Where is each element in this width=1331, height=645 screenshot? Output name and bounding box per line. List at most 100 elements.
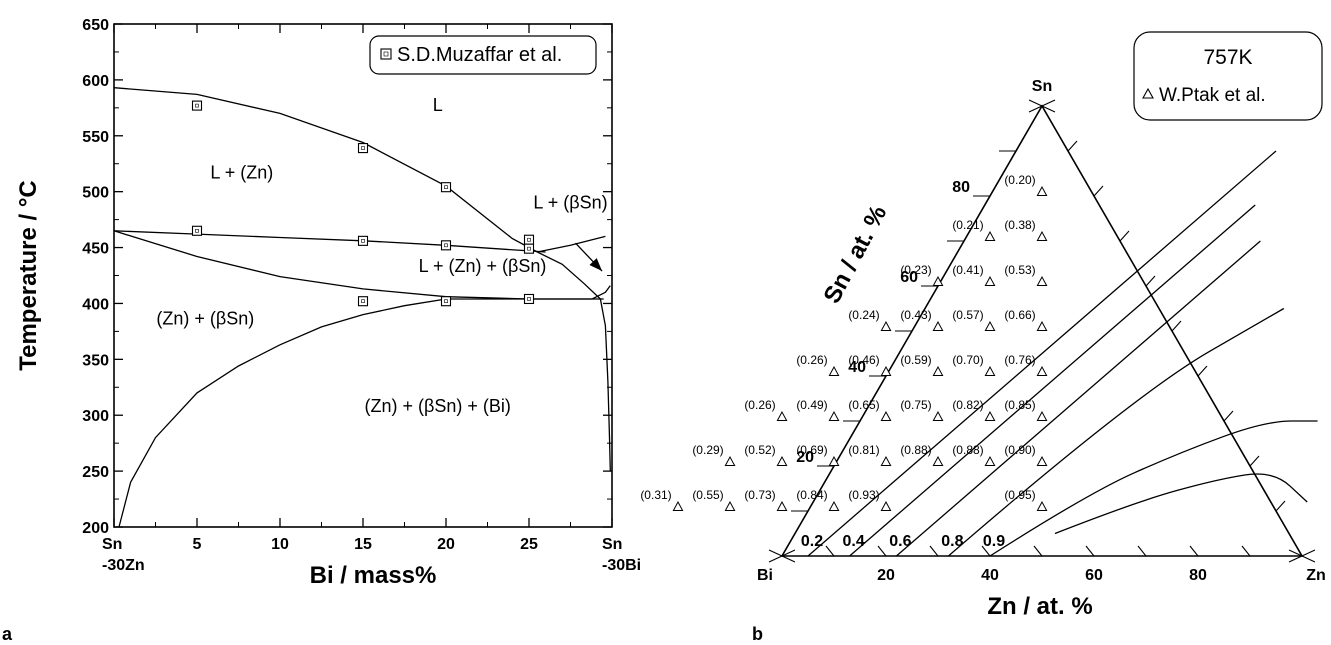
data-point-triangle xyxy=(672,500,684,511)
phase-boundary-line xyxy=(599,298,611,472)
x-tick-label: 5 xyxy=(193,536,202,553)
activity-value-label: (0.70) xyxy=(952,353,983,367)
data-point-triangle xyxy=(984,320,996,331)
data-point-square xyxy=(357,296,369,307)
y-tick-label: 650 xyxy=(82,17,109,34)
right-edge-tick xyxy=(1119,230,1130,242)
panel-a-phase-diagram: L L + (Zn) L + (βSn) L + (Zn) + (βSn) (Zn) +… xyxy=(2,17,641,644)
bottom-edge-tick xyxy=(1189,545,1199,557)
activity-value-label: (0.49) xyxy=(796,398,827,412)
data-point-triangle xyxy=(1036,500,1048,511)
right-edge-tick xyxy=(1093,185,1104,197)
activity-value-label: (0.88) xyxy=(952,443,983,457)
panel-b-ternary-diagram: (0.20) (0.21) (0.38) (0.23) (0.41) (0.53) (0.2… xyxy=(640,31,1326,644)
data-point-square xyxy=(523,243,535,254)
iso-activity-label: 0.8 xyxy=(941,533,963,550)
activity-value-label: (0.85) xyxy=(1004,398,1035,412)
phase-region-label: (Zn) + (βSn) xyxy=(156,309,254,329)
activity-value-label: (0.20) xyxy=(1004,173,1035,187)
activity-value-label: (0.24) xyxy=(848,308,879,322)
legend-triangle-marker xyxy=(1142,87,1154,99)
data-point-square-inner xyxy=(195,228,199,233)
activity-value-label: (0.65) xyxy=(848,398,879,412)
activity-value-label: (0.29) xyxy=(692,443,723,457)
data-point-square-inner xyxy=(361,239,365,243)
activity-value-label: (0.53) xyxy=(1004,263,1035,277)
panel-b-legend: 757K W.Ptak et al. xyxy=(1133,31,1323,121)
data-point-triangle xyxy=(776,500,788,511)
y-tick-label: 400 xyxy=(82,296,109,313)
data-point-triangle xyxy=(880,455,892,466)
temperature-title: 757K xyxy=(1203,46,1252,69)
data-point-square-inner xyxy=(195,103,199,108)
activity-value-label: (0.93) xyxy=(848,488,879,502)
phase-boundary-line xyxy=(113,230,546,253)
data-point-square-inner xyxy=(361,299,365,304)
x-tick-label: 40 xyxy=(981,567,999,584)
data-point-square-inner xyxy=(444,185,448,189)
data-point-square-inner xyxy=(444,299,448,304)
activity-value-label: (0.76) xyxy=(1004,353,1035,367)
activity-value-label: (0.46) xyxy=(848,353,879,367)
activity-value-label: (0.81) xyxy=(848,443,879,457)
data-point-triangle xyxy=(828,365,840,376)
data-point-square xyxy=(191,100,203,111)
right-edge-tick xyxy=(1197,365,1208,377)
data-point-triangle xyxy=(984,230,996,241)
data-point-square xyxy=(523,234,535,245)
data-point-triangle xyxy=(1036,410,1048,421)
iso-activity-line xyxy=(807,150,1277,557)
activity-value-label: (0.95) xyxy=(1004,488,1035,502)
activity-value-label: (0.52) xyxy=(744,443,775,457)
y-tick-label: 350 xyxy=(82,352,109,369)
data-point-triangle xyxy=(984,410,996,421)
iso-activity-line xyxy=(895,240,1261,557)
data-point-square-inner xyxy=(527,246,531,251)
data-point-triangle xyxy=(880,320,892,331)
iso-activity-line xyxy=(1054,473,1308,535)
y-tick-label: 600 xyxy=(82,73,109,90)
data-point-triangle xyxy=(776,455,788,466)
y-tick-label: 80 xyxy=(952,179,970,196)
iso-activity-label: 0.2 xyxy=(801,533,823,550)
corner-mark xyxy=(1288,549,1316,563)
right-edge-tick xyxy=(1171,320,1182,332)
iso-activity-line xyxy=(989,420,1318,557)
panel-a-legend: S.D.Muzaffar et al. xyxy=(369,35,597,75)
bottom-edge-tick xyxy=(1033,545,1043,557)
data-point-triangle xyxy=(932,410,944,421)
y-axis-label: Temperature / °C xyxy=(15,180,42,371)
data-point-triangle xyxy=(932,455,944,466)
data-point-triangle xyxy=(984,275,996,286)
legend-label: S.D.Muzaffar et al. xyxy=(397,44,562,66)
bottom-edge-tick xyxy=(929,545,939,557)
bottom-edge-tick xyxy=(1241,545,1251,557)
activity-value-label: (0.26) xyxy=(796,353,827,367)
right-edge-tick xyxy=(1067,140,1078,152)
iso-activity-line xyxy=(947,307,1285,557)
data-point-triangle xyxy=(1036,320,1048,331)
iso-activity-label: 0.4 xyxy=(842,533,864,550)
phase-region-label: L xyxy=(433,95,443,115)
y-axis-label: Sn / at. % xyxy=(818,201,892,308)
annotation-arrow-head xyxy=(589,258,603,272)
data-point-square-inner xyxy=(444,243,448,248)
activity-value-label: (0.38) xyxy=(1004,218,1035,232)
activity-value-label: (0.66) xyxy=(1004,308,1035,322)
corner-label-zn: Zn xyxy=(1306,567,1326,584)
data-point-triangle xyxy=(776,410,788,421)
x-axis-label: Bi / mass% xyxy=(310,562,437,589)
y-tick-label: 450 xyxy=(82,241,109,258)
phase-region-label: L + (βSn) xyxy=(533,192,607,212)
y-tick-label: 250 xyxy=(82,464,109,481)
bottom-edge-tick xyxy=(825,545,835,557)
x-tick-label: 60 xyxy=(1085,567,1103,584)
y-tick-label: 550 xyxy=(82,129,109,146)
data-point-square-inner xyxy=(527,297,531,301)
activity-value-label: (0.59) xyxy=(900,353,931,367)
corner-mark xyxy=(1028,99,1056,113)
x-tick-label: 20 xyxy=(877,567,895,584)
phase-boundary-line xyxy=(118,298,447,528)
iso-activity-line xyxy=(849,204,1256,557)
